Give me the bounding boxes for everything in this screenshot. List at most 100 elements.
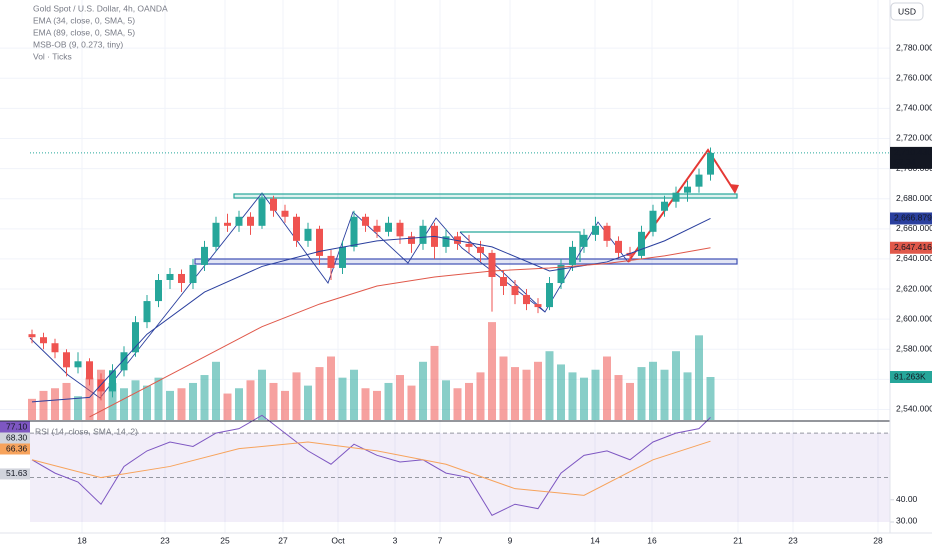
x-tick-label: 28 <box>873 535 883 545</box>
candle-body <box>488 252 496 277</box>
volume-bar <box>660 369 669 420</box>
volume-bar <box>488 322 496 420</box>
candle-body <box>534 304 542 308</box>
y-tick-label: 2,600.000 <box>896 313 932 323</box>
x-tick-label: 3 <box>393 535 398 545</box>
rsi-badge <box>0 468 30 480</box>
candle-body <box>695 174 703 187</box>
volume-bar <box>534 361 542 420</box>
volume-bar <box>177 388 186 420</box>
volume-bar <box>603 356 611 420</box>
candle-body <box>465 243 473 247</box>
y-tick-label: 2,660.000 <box>896 223 932 233</box>
candle-body <box>408 236 415 244</box>
volume-bar <box>591 369 600 420</box>
ema-line <box>89 247 711 418</box>
candle-body <box>569 246 576 265</box>
candle-body <box>304 228 312 241</box>
candle-body <box>143 301 151 323</box>
candle-body <box>109 370 116 392</box>
volume-bar <box>338 377 347 420</box>
candle-body <box>396 222 404 237</box>
candle-body <box>166 273 174 280</box>
candle-body <box>247 216 254 226</box>
rsi-legend: RSI (14, close, SMA, 14, 2) <box>35 426 138 436</box>
x-tick-label: 9 <box>508 535 513 545</box>
volume-bar <box>258 369 266 420</box>
volume-bar <box>637 367 646 420</box>
rsi-badge <box>0 421 30 433</box>
currency-button[interactable] <box>890 2 924 21</box>
candle-body <box>235 216 243 226</box>
volume-bar <box>557 364 565 420</box>
x-tick-label: 23 <box>160 535 170 545</box>
volume-bar <box>626 382 634 420</box>
currency-label[interactable]: USD <box>898 6 916 16</box>
volume-bar <box>373 390 381 420</box>
candle-body <box>339 246 346 268</box>
volume-bar <box>407 385 416 420</box>
zone-box <box>194 258 738 265</box>
rsi-badge-label: 66.36 <box>6 443 28 453</box>
candle-body <box>626 252 634 256</box>
candle-body <box>270 198 277 211</box>
candle-body <box>316 228 323 256</box>
legend-item: EMA (89, close, 0, SMA, 5) <box>33 27 135 37</box>
zone-box <box>233 193 738 199</box>
drawings <box>29 148 739 399</box>
candle-body <box>672 192 680 202</box>
y-tick-label: 2,720.000 <box>896 133 932 143</box>
price-badge <box>890 146 932 169</box>
candle-body <box>523 295 530 305</box>
volume-bar <box>672 351 680 420</box>
ema-badge-label: 2,666.879 <box>894 213 932 223</box>
volume-bar <box>361 388 370 420</box>
volume-bar <box>499 356 508 420</box>
plot <box>28 147 890 516</box>
candle-body <box>155 280 162 302</box>
volume-bar <box>166 390 174 420</box>
candle-body <box>120 352 128 371</box>
candle-body <box>419 225 427 244</box>
candle-body <box>707 152 714 175</box>
volume-bar <box>465 382 473 420</box>
candle-body <box>557 264 565 284</box>
candle-body <box>281 210 289 217</box>
candle-body <box>649 210 657 232</box>
candle-body <box>51 343 59 353</box>
x-tick-label: 18 <box>77 535 87 545</box>
candle-body <box>592 225 599 235</box>
y-tick-label: 2,780.000 <box>896 42 932 52</box>
y-tick-label: 2,740.000 <box>896 103 932 113</box>
msb-zigzag <box>29 192 629 399</box>
volume-bar <box>212 361 220 420</box>
rsi-badge <box>0 443 30 455</box>
volume-bar <box>614 375 623 420</box>
arrow-head <box>729 184 739 194</box>
ema-badge <box>890 212 932 225</box>
volume-bar <box>62 382 71 420</box>
candle-body <box>373 225 381 232</box>
volume-bar <box>706 377 715 420</box>
rsi-ma-line <box>31 440 711 496</box>
x-tick-label: 14 <box>590 535 600 545</box>
volume-bar <box>695 335 703 420</box>
candle-body <box>28 334 36 338</box>
candle-body <box>132 322 139 353</box>
volume-bar <box>545 351 554 420</box>
volume-bar <box>200 375 209 420</box>
volume-bar <box>315 367 324 420</box>
volume-bar <box>350 369 358 420</box>
legend-item: MSB-OB (9, 0.273, tiny) <box>33 39 123 49</box>
volume-bar <box>154 377 163 420</box>
candle-body <box>189 264 197 284</box>
volume-bar <box>396 375 404 420</box>
candle-body <box>86 361 93 380</box>
volume-bar <box>235 388 243 420</box>
y-tick-label: 2,620.000 <box>896 283 932 293</box>
candle-body <box>511 286 519 296</box>
volume-bar <box>522 369 531 420</box>
legend-item: Vol · Ticks <box>33 51 72 61</box>
volume-bar <box>74 396 82 420</box>
